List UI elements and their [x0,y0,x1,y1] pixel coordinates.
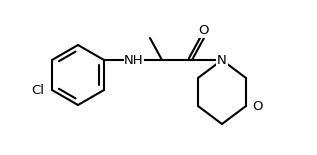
Text: O: O [253,100,263,113]
Text: N: N [217,53,227,66]
Text: O: O [199,24,209,38]
Text: Cl: Cl [31,84,44,97]
Text: NH: NH [124,53,144,66]
